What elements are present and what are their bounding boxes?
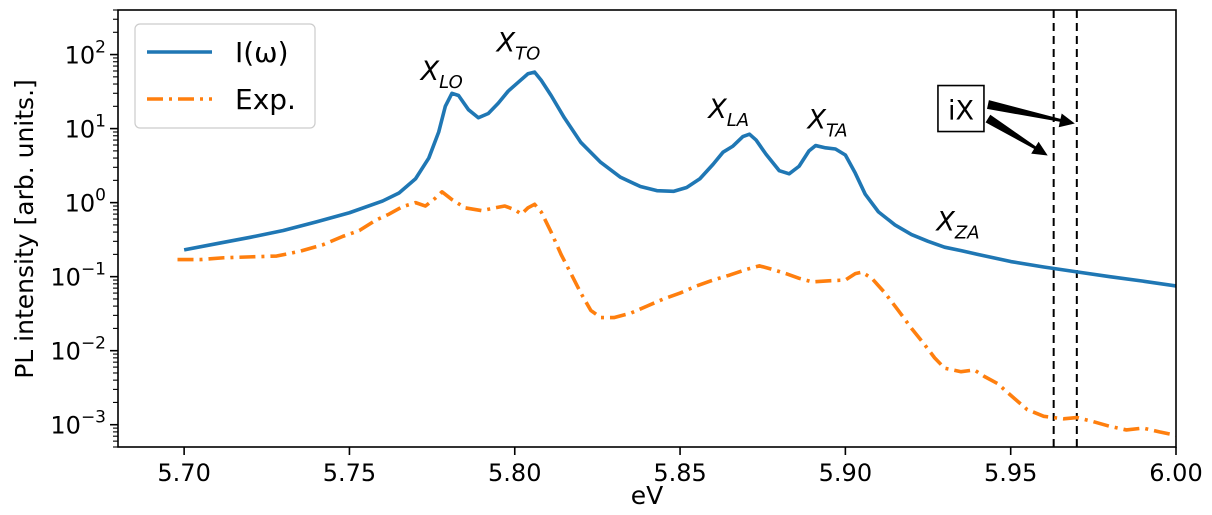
peak-label-base: X	[805, 105, 826, 136]
series-group	[177, 70, 1176, 438]
y-tick-exponent: 1	[95, 112, 106, 132]
legend-box	[134, 23, 316, 129]
y-tick-label: 102	[65, 38, 106, 70]
peak-label: XTO	[495, 28, 541, 65]
x-tick-label: 6.00	[1149, 459, 1202, 487]
y-tick-base: 10	[65, 190, 96, 218]
x-tick-label: 5.90	[819, 459, 872, 487]
y-tick-exponent: 0	[95, 186, 106, 206]
x-tick-label: 5.75	[323, 459, 376, 487]
peak-label-sub: TA	[826, 121, 848, 142]
y-tick-base: 10	[50, 412, 81, 440]
peak-label-base: X	[419, 56, 440, 87]
ix-arrow	[985, 114, 1048, 156]
y-axis-label: PL intensity [arb. units.]	[10, 79, 39, 379]
x-axis-label: eV	[631, 481, 663, 510]
peak-label-base: X	[706, 94, 727, 125]
axis-ticks: 5.70 5.75 5.80 5.85 5.90 5.95 6.0010−310−210−1…	[50, 9, 1203, 487]
y-tick-label: 10−2	[50, 334, 106, 366]
peak-label-sub: TO	[515, 44, 540, 65]
plot-area	[177, 10, 1176, 447]
y-tick-base: 10	[65, 116, 96, 144]
x-tick-label: 5.70	[157, 459, 210, 487]
y-tick-label: 10−3	[50, 408, 106, 440]
ix-label-box	[937, 84, 985, 133]
peak-label-sub: ZA	[954, 223, 980, 244]
peak-label-sub: LO	[439, 72, 463, 93]
x-tick-label: 5.95	[984, 459, 1037, 487]
y-tick-label: 101	[65, 112, 106, 144]
peak-label-base: X	[495, 28, 516, 59]
series-line-1	[177, 190, 1176, 438]
y-tick-base: 10	[65, 42, 96, 70]
ix-arrow	[987, 100, 1075, 128]
legend-label: Exp.	[235, 83, 296, 116]
series-line-0	[183, 70, 1176, 288]
y-tick-label: 100	[65, 186, 106, 218]
legend-label: I(ω)	[235, 36, 289, 69]
y-tick-base: 10	[50, 338, 81, 366]
y-tick-exponent: −1	[81, 260, 106, 280]
peak-label-sub: LA	[727, 110, 749, 131]
y-tick-exponent: −3	[81, 408, 106, 428]
peak-label: XLO	[419, 56, 463, 93]
legend: I(ω) Exp.	[134, 23, 316, 129]
y-tick-label: 10−1	[50, 260, 106, 292]
x-tick-label: 5.85	[653, 459, 706, 487]
plot-frame	[117, 9, 1177, 448]
ix-label: iX	[948, 96, 974, 127]
reference-lines	[1052, 10, 1078, 447]
y-tick-exponent: −2	[81, 334, 106, 354]
peak-label-base: X	[934, 207, 955, 238]
y-tick-base: 10	[50, 264, 81, 292]
x-tick-label: 5.80	[488, 459, 541, 487]
peak-label: XZA	[934, 207, 979, 244]
peak-label: XLA	[706, 94, 749, 131]
y-tick-exponent: 2	[95, 38, 106, 58]
peak-label: XTA	[805, 105, 847, 142]
